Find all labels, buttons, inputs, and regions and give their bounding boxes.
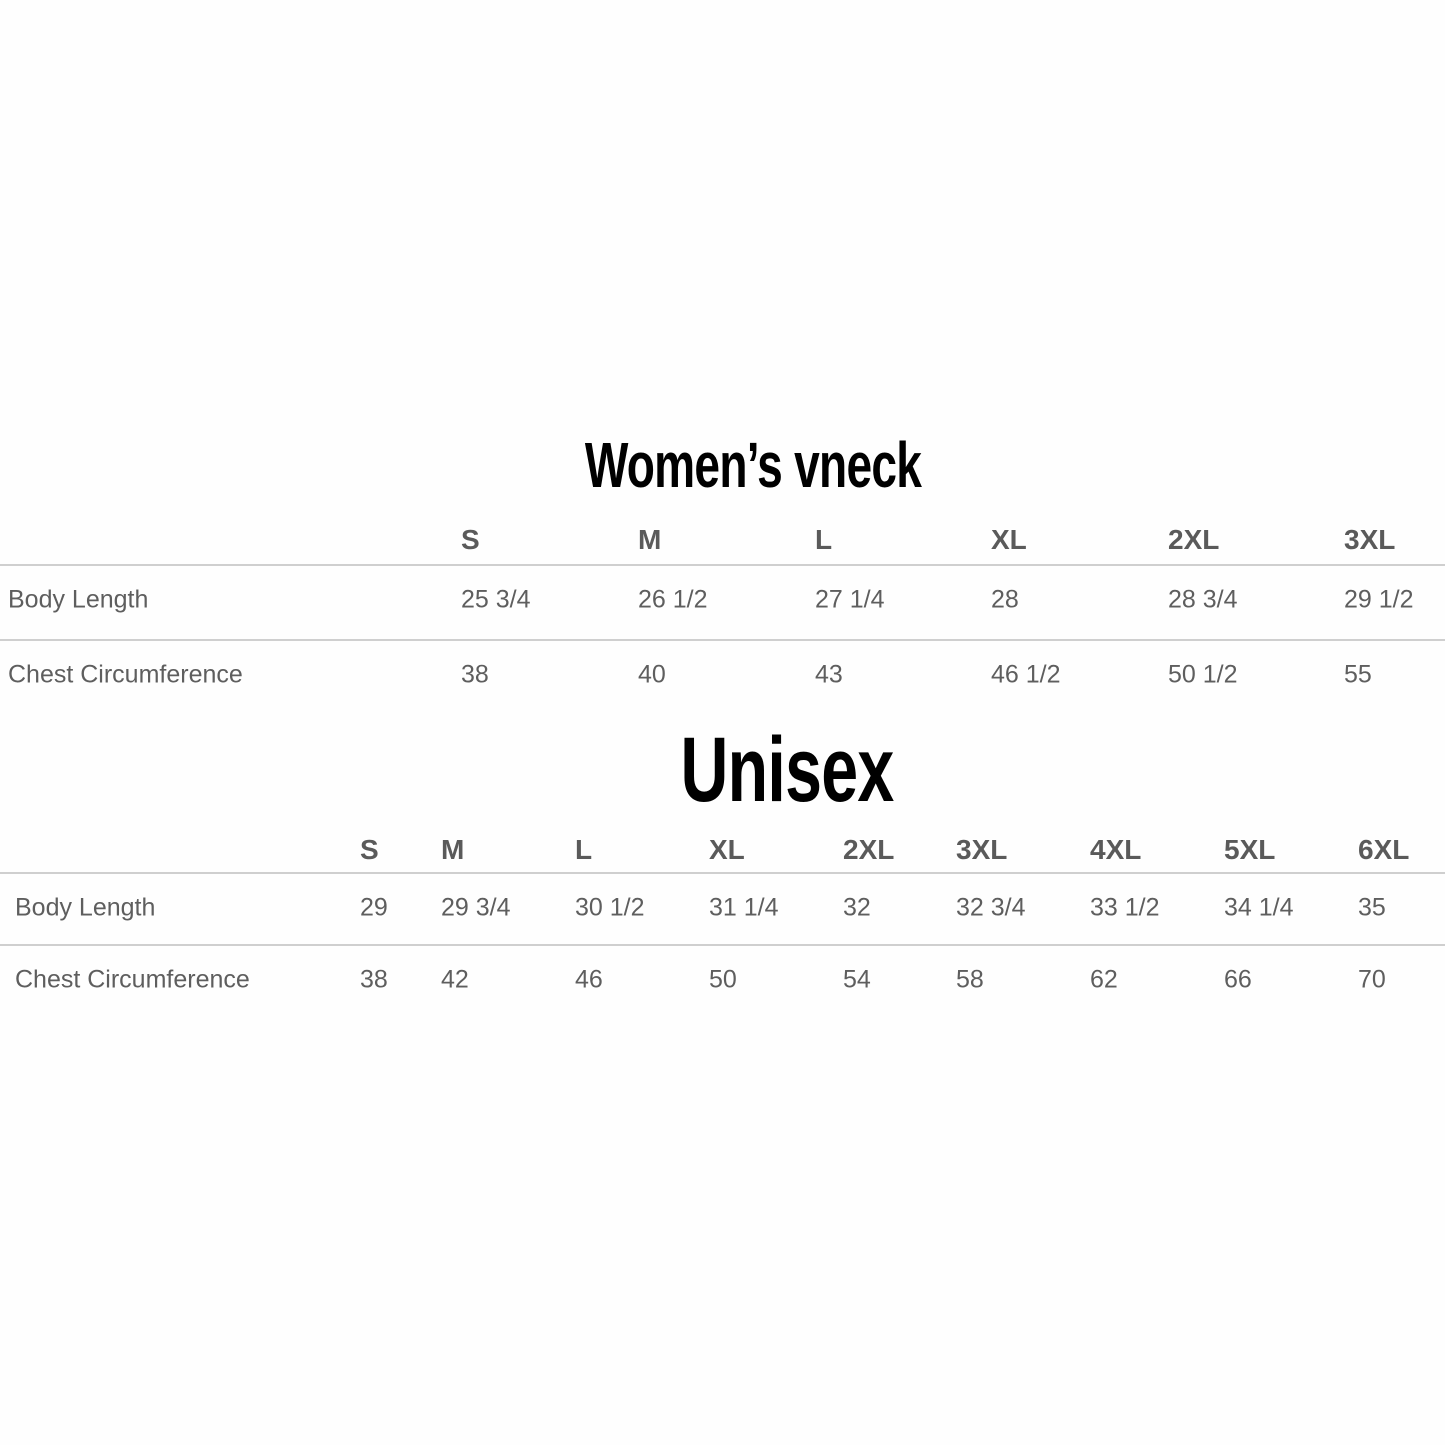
table-cell: 31 1/4 <box>709 893 779 922</box>
size-header: 2XL <box>843 834 895 865</box>
table-cell: 28 <box>991 585 1019 614</box>
table-cell: 27 1/4 <box>815 585 885 614</box>
row-divider <box>0 564 1445 566</box>
unisex-title: Unisex <box>680 719 895 821</box>
table-cell: 30 1/2 <box>575 893 645 922</box>
table-cell: 55 <box>1344 660 1372 689</box>
size-header: M <box>638 524 662 555</box>
table-cell: 46 1/2 <box>991 660 1061 689</box>
table-cell: 26 1/2 <box>638 585 708 614</box>
size-header: 5XL <box>1224 834 1276 865</box>
row-label: Chest Circumference <box>8 660 243 689</box>
table-cell: 32 3/4 <box>956 893 1026 922</box>
size-header: L <box>815 524 833 555</box>
size-header: XL <box>991 524 1027 555</box>
table-cell: 42 <box>441 965 469 994</box>
row-label: Body Length <box>8 585 149 614</box>
table-cell: 70 <box>1358 965 1386 994</box>
size-header: S <box>360 834 379 865</box>
table-cell: 25 3/4 <box>461 585 531 614</box>
table-cell: 29 <box>360 893 388 922</box>
table-cell: 46 <box>575 965 603 994</box>
size-header: L <box>575 834 593 865</box>
table-cell: 50 1/2 <box>1168 660 1238 689</box>
size-header: M <box>441 834 465 865</box>
table-cell: 43 <box>815 660 843 689</box>
size-header: XL <box>709 834 745 865</box>
size-header: 4XL <box>1090 834 1142 865</box>
womens-vneck-title: Women’s vneck <box>584 429 922 501</box>
size-header: 3XL <box>956 834 1008 865</box>
table-cell: 33 1/2 <box>1090 893 1160 922</box>
row-divider <box>0 639 1445 641</box>
row-label: Body Length <box>15 893 156 922</box>
row-divider <box>0 872 1445 874</box>
table-cell: 35 <box>1358 893 1386 922</box>
size-header: S <box>461 524 480 555</box>
size-header: 3XL <box>1344 524 1396 555</box>
table-cell: 28 3/4 <box>1168 585 1238 614</box>
table-cell: 32 <box>843 893 871 922</box>
table-cell: 29 3/4 <box>441 893 511 922</box>
table-cell: 58 <box>956 965 984 994</box>
table-cell: 38 <box>461 660 489 689</box>
table-cell: 34 1/4 <box>1224 893 1294 922</box>
row-label: Chest Circumference <box>15 965 250 994</box>
table-cell: 54 <box>843 965 871 994</box>
table-cell: 38 <box>360 965 388 994</box>
table-cell: 50 <box>709 965 737 994</box>
table-cell: 40 <box>638 660 666 689</box>
table-cell: 29 1/2 <box>1344 585 1414 614</box>
table-cell: 62 <box>1090 965 1118 994</box>
size-header: 2XL <box>1168 524 1220 555</box>
table-cell: 66 <box>1224 965 1252 994</box>
size-header: 6XL <box>1358 834 1410 865</box>
row-divider <box>0 944 1445 946</box>
